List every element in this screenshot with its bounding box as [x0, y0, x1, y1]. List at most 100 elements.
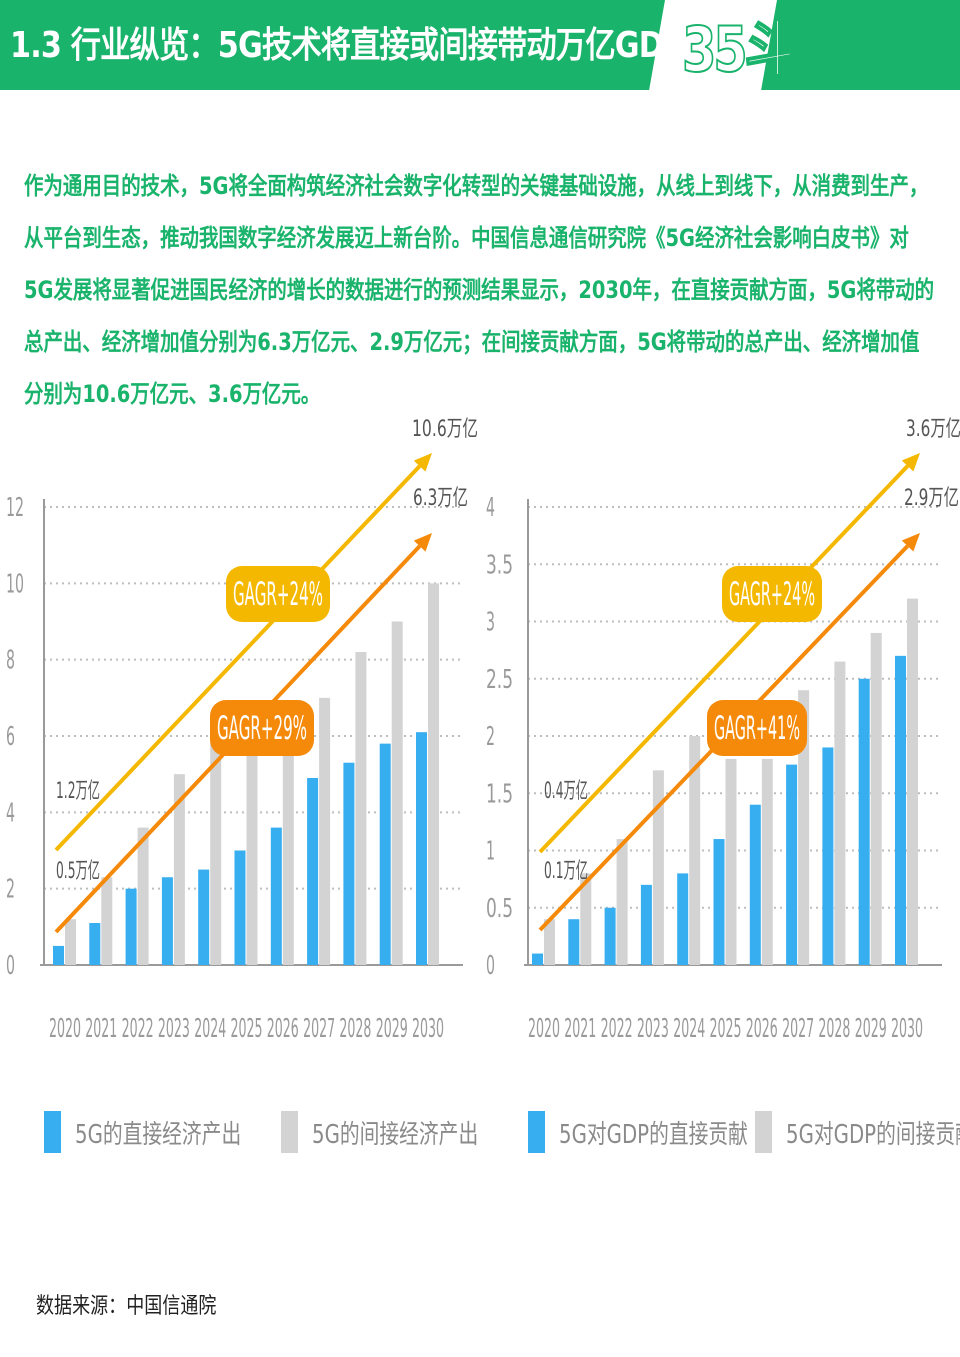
y-tick-label: 4	[6, 798, 15, 828]
bar-indirect	[870, 632, 882, 965]
x-tick-label: 2025	[231, 1014, 263, 1044]
bar-direct	[568, 919, 580, 965]
growth-rate-badge	[210, 700, 314, 756]
y-tick-label: 10	[6, 569, 24, 599]
x-tick-label: 2028	[339, 1014, 371, 1044]
bar-direct	[713, 839, 725, 965]
legend-item-indirect-output: 5G的间接经济产出	[281, 1110, 531, 1154]
x-tick-label: 2020	[528, 1014, 560, 1044]
bar-indirect	[210, 743, 222, 965]
bar-indirect	[580, 873, 592, 965]
x-tick-label: 2023	[637, 1014, 669, 1044]
x-tick-label: 2025	[710, 1014, 742, 1044]
growth-rate-label: GAGR+24%	[233, 575, 323, 613]
legend-swatch-blue	[44, 1111, 61, 1153]
x-tick-label: 2027	[782, 1014, 814, 1044]
end-value-label: 10.6万亿	[412, 417, 478, 442]
trend-arrow-line	[538, 464, 910, 854]
legend-swatch-gray	[281, 1111, 298, 1153]
bar-indirect	[544, 919, 555, 965]
x-tick-label: 2023	[158, 1014, 190, 1044]
bar-direct	[53, 945, 64, 965]
y-tick-label: 2.5	[486, 665, 513, 695]
bar-indirect	[246, 732, 258, 965]
legend-swatch-gray	[755, 1111, 772, 1153]
bar-indirect	[137, 827, 149, 965]
bar-direct	[532, 953, 543, 965]
legend-label: 5G对GDP的直接贡献	[559, 1119, 748, 1150]
y-tick-label: 4	[486, 493, 495, 523]
bar-indirect	[319, 697, 331, 965]
start-value-label: 0.1万亿	[544, 859, 588, 884]
growth-rate-badge	[707, 700, 807, 756]
legend-label: 5G的间接经济产出	[312, 1119, 479, 1150]
x-tick-label: 2021	[564, 1014, 596, 1044]
bar-indirect	[65, 919, 76, 965]
bar-direct	[89, 923, 101, 965]
page-title: 1.3 行业纵览：5G技术将直接或间接带动万亿GDP	[10, 25, 685, 66]
y-tick-label: 0.5	[486, 894, 513, 924]
y-tick-label: 1.5	[486, 779, 513, 809]
bar-direct	[307, 777, 319, 965]
bar-indirect	[428, 583, 439, 965]
bar-indirect	[689, 736, 701, 965]
bar-indirect	[652, 770, 664, 965]
bar-direct	[343, 762, 355, 965]
x-tick-label: 2022	[122, 1014, 154, 1044]
bar-indirect	[355, 652, 367, 965]
x-tick-label: 2029	[855, 1014, 887, 1044]
x-tick-label: 2024	[194, 1014, 226, 1044]
legend-label: 5G对GDP的间接贡献	[786, 1119, 960, 1150]
x-tick-label: 2024	[673, 1014, 705, 1044]
data-source-note: 数据来源：中国信通院	[36, 1294, 217, 1319]
growth-rate-label: GAGR+24%	[729, 575, 815, 613]
legend-label: 5G的直接经济产出	[75, 1119, 242, 1150]
intro-paragraph: 作为通用目的技术，5G将全面构筑经济社会数字化转型的关键基础设施，从线上到线下，…	[24, 172, 935, 408]
brand-logo: 35斗	[681, 12, 795, 87]
x-tick-label: 2021	[85, 1014, 117, 1044]
x-tick-label: 2028	[818, 1014, 850, 1044]
x-tick-label: 2026	[267, 1014, 299, 1044]
bar-direct	[416, 732, 427, 965]
y-tick-label: 0	[486, 951, 495, 981]
x-tick-label: 2030	[412, 1014, 444, 1044]
bar-direct	[822, 747, 834, 965]
bar-direct	[198, 869, 210, 965]
y-tick-label: 12	[6, 493, 24, 523]
bar-direct	[234, 850, 246, 965]
bar-indirect	[834, 661, 846, 965]
bar-direct	[640, 884, 652, 965]
y-tick-label: 1	[486, 837, 495, 867]
y-tick-label: 2	[6, 875, 15, 905]
bar-direct	[786, 764, 798, 965]
x-tick-label: 2020	[49, 1014, 81, 1044]
bar-direct	[125, 888, 137, 965]
bar-indirect	[616, 839, 628, 965]
start-value-label: 0.4万亿	[544, 779, 588, 804]
growth-rate-label: GAGR+41%	[714, 709, 800, 747]
start-value-label: 1.2万亿	[56, 779, 100, 804]
legend-item-direct-output: 5G的直接经济产出	[44, 1110, 294, 1154]
x-tick-label: 2022	[601, 1014, 633, 1044]
bar-indirect	[391, 621, 403, 965]
y-tick-label: 6	[6, 722, 15, 752]
bar-direct	[604, 907, 616, 965]
trend-arrow-head	[901, 453, 920, 472]
y-tick-label: 3.5	[486, 550, 513, 580]
trend-arrow-head	[901, 533, 920, 552]
x-tick-label: 2030	[891, 1014, 923, 1044]
end-value-label: 3.6万亿	[906, 417, 960, 442]
bar-direct	[677, 873, 689, 965]
y-tick-label: 2	[486, 722, 495, 752]
bar-direct	[379, 743, 391, 965]
growth-rate-label: GAGR+29%	[217, 709, 307, 747]
bar-indirect	[101, 877, 113, 965]
bar-direct	[895, 655, 906, 965]
end-value-label: 2.9万亿	[904, 486, 959, 511]
bar-indirect	[798, 690, 810, 965]
bar-indirect	[725, 758, 737, 965]
x-tick-label: 2029	[376, 1014, 408, 1044]
header-bar: 1.3 行业纵览：5G技术将直接或间接带动万亿GDP	[0, 0, 960, 90]
growth-rate-badge	[722, 566, 822, 622]
